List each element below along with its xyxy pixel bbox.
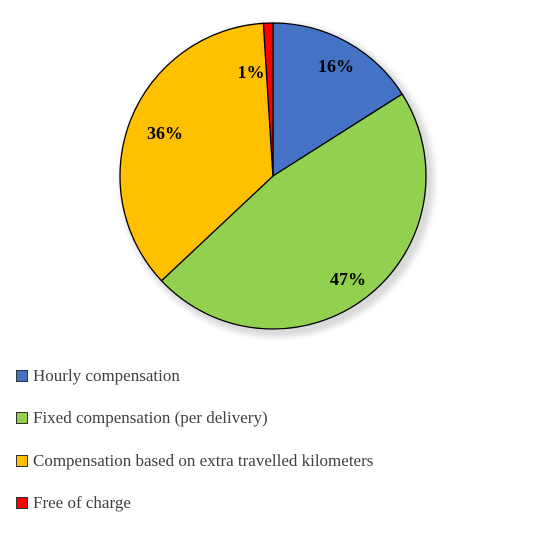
legend-label: Compensation based on extra travelled ki…: [33, 450, 374, 470]
data-label-hourly-compensation: 16%: [318, 56, 354, 76]
legend-item-compensation-based-on-extra-travelled-kilometers: Compensation based on extra travelled ki…: [16, 451, 373, 470]
pie-chart: 16% 47% 36% 1%: [119, 22, 434, 337]
legend-item-hourly-compensation: Hourly compensation: [16, 366, 373, 385]
legend-label: Free of charge: [33, 493, 131, 512]
pie-slice-fixed-compensation-per-delivery: [160, 93, 427, 330]
pie-slice-hourly-compensation: [272, 22, 403, 177]
pie-slice-compensation-based-on-extra-travelled-kilometers: [119, 22, 274, 282]
legend-swatch: [16, 412, 28, 424]
pie-slice-free-of-charge: [262, 22, 274, 177]
data-label-compensation-based-on-extra-travelled-kilometers: 36%: [147, 123, 183, 143]
legend-label: Fixed compensation (per delivery): [33, 408, 268, 427]
legend-item-free-of-charge: Free of charge: [16, 493, 373, 513]
pie-data-labels: 16% 47% 36% 1%: [147, 56, 366, 289]
legend-swatch: [16, 497, 28, 509]
legend-swatch: [16, 369, 28, 382]
pie-slices: [119, 22, 427, 330]
legend-label: Hourly compensation: [33, 365, 180, 385]
legend: Hourly compensation Fixed compensation (p…: [16, 366, 373, 536]
data-label-fixed-compensation-per-delivery: 47%: [330, 269, 366, 289]
legend-item-fixed-compensation-per-delivery: Fixed compensation (per delivery): [16, 408, 373, 428]
data-label-free-of-charge: 1%: [238, 62, 265, 82]
legend-swatch: [16, 454, 28, 467]
